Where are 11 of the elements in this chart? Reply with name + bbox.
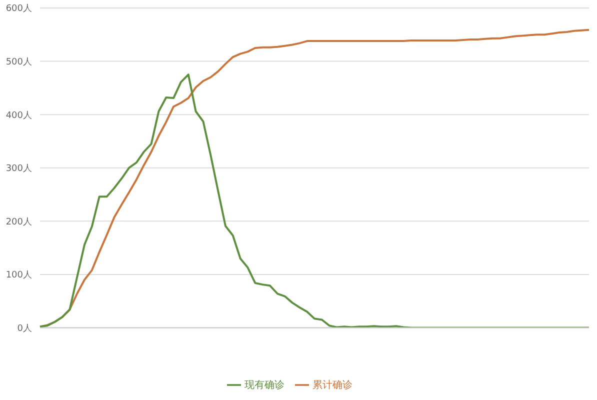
legend-label: 累计确诊 xyxy=(312,380,352,391)
y-tick-label: 0人 xyxy=(17,322,32,334)
y-tick-label: 400人 xyxy=(6,110,32,121)
line-series xyxy=(39,28,590,328)
y-tick-label: 500人 xyxy=(6,56,32,68)
y-tick-label: 100人 xyxy=(6,270,32,281)
y-tick-label: 200人 xyxy=(6,216,32,228)
y-tick-label: 600人 xyxy=(6,3,32,14)
legend-label: 现有确诊 xyxy=(244,380,284,391)
y-tick-label: 300人 xyxy=(6,163,32,174)
line-series xyxy=(39,74,590,328)
